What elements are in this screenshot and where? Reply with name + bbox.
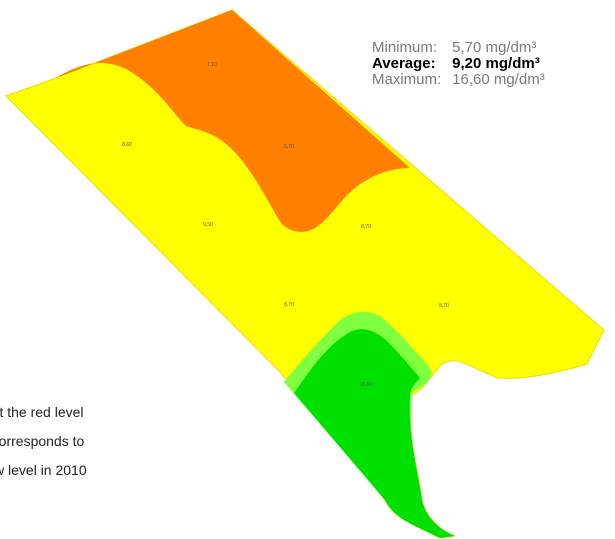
note-line: llow level in 2010 [0,462,87,478]
average-value: 9,20 mg/dm³ [452,55,540,72]
minimum-value: 5,70 mg/dm³ [452,39,537,56]
maximum-label: Maximum: [372,71,442,88]
average-label: Average: [372,55,436,72]
zone-label: 8,70 [284,302,294,308]
minimum-row: Minimum: 5,70 mg/dm³ [372,40,545,56]
zone-green [294,329,455,538]
note-line: that the red level [0,404,84,420]
zone-label: 9,50 [203,222,213,228]
minimum-label: Minimum: [372,39,438,56]
zone-orange [56,10,410,232]
maximum-value: 16,60 mg/dm³ [452,71,545,88]
zone-label: 16,60 [360,382,373,388]
zone-label: 7,10 [207,62,217,68]
caption-note: that the red level 5 corresponds to llow… [0,398,160,485]
zone-label: 5,70 [284,144,294,150]
stats-legend: Minimum: 5,70 mg/dm³ Average: 9,20 mg/dm… [372,40,545,88]
maximum-row: Maximum: 16,60 mg/dm³ [372,72,545,88]
zone-label: 8,70 [361,224,371,230]
zone-label: 8,70 [439,303,449,309]
note-line: 5 corresponds to [0,433,85,449]
zone-label: 8,60 [122,142,132,148]
average-row: Average: 9,20 mg/dm³ [372,56,545,72]
